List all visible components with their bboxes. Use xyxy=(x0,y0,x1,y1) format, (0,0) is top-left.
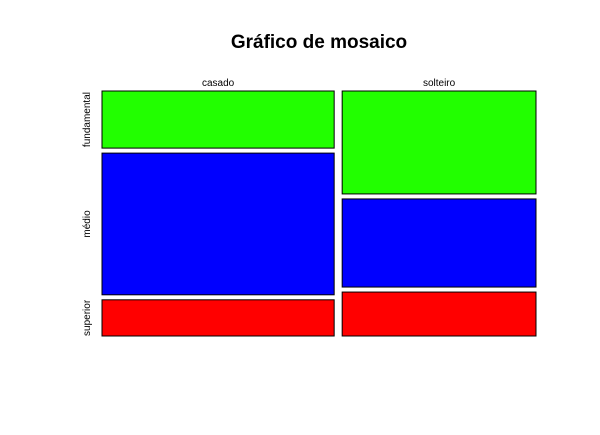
column-label: casado xyxy=(202,78,235,89)
mosaic-tile xyxy=(341,198,537,288)
mosaic-tile xyxy=(341,291,537,337)
column-labels: casado solteiro xyxy=(202,78,456,89)
mosaic-tile xyxy=(101,299,335,337)
mosaic-tiles xyxy=(101,90,537,337)
mosaic-tile xyxy=(101,152,335,296)
column-label: solteiro xyxy=(423,78,456,89)
mosaic-tile xyxy=(341,90,537,195)
row-label: superior xyxy=(82,299,93,336)
row-label: médio xyxy=(82,210,93,238)
row-labels: fundamental médio superior xyxy=(82,92,93,336)
row-label: fundamental xyxy=(82,92,93,147)
mosaic-tile xyxy=(101,90,335,149)
chart-title: Gráfico de mosaico xyxy=(231,32,407,53)
